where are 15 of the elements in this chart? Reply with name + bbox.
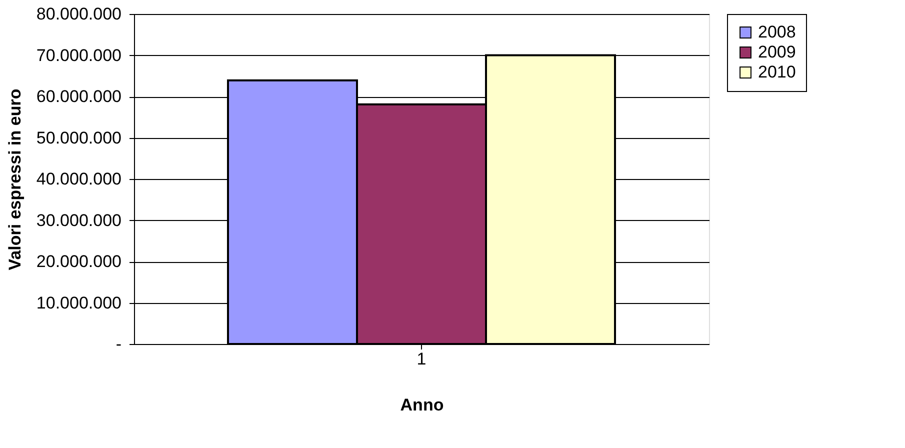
y-tick-label: 20.000.000 (36, 252, 122, 271)
y-tick-label: 70.000.000 (36, 46, 122, 65)
x-axis-title: Anno (400, 396, 444, 414)
y-tick-label: - (116, 334, 122, 354)
y-tick-label: 10.000.000 (36, 293, 122, 312)
y-axis-title: Valori espressi in euro (5, 88, 24, 270)
y-tick-label: 60.000.000 (36, 87, 122, 106)
y-tick-label: 40.000.000 (36, 170, 122, 188)
legend-label: 2010 (758, 62, 796, 82)
y-tick-label: 80.000.000 (36, 4, 122, 24)
y-tick-label: 30.000.000 (36, 210, 122, 230)
legend-label: 2008 (758, 22, 796, 42)
y-tick-label: 50.000.000 (36, 128, 122, 148)
legend-label: 2009 (758, 42, 796, 62)
x-tick-label: 1 (416, 350, 426, 368)
